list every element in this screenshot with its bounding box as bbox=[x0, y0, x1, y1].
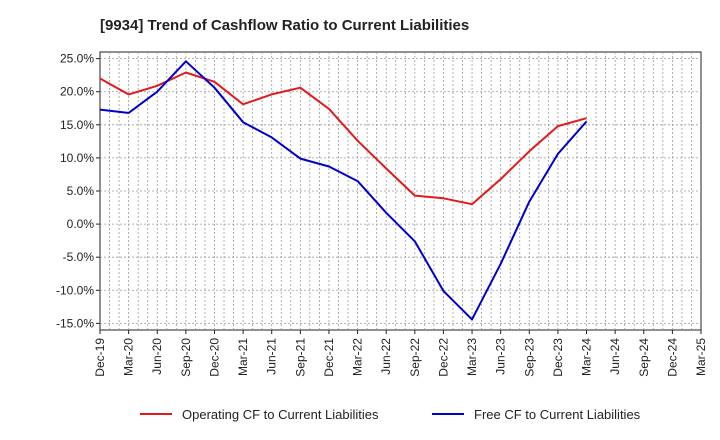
x-tick-label: Jun-23 bbox=[494, 338, 508, 375]
grid-lines bbox=[100, 52, 701, 330]
x-tick-label: Sep-20 bbox=[179, 338, 193, 377]
x-tick-label: Mar-22 bbox=[351, 338, 365, 376]
y-axis: 25.0% 20.0% 15.0% 10.0% 5.0% 0.0% -5.0% -10.0% -… bbox=[56, 52, 100, 330]
x-tick-label: Dec-22 bbox=[436, 338, 450, 377]
x-tick-label: Jun-24 bbox=[608, 338, 622, 375]
x-tick-label: Dec-20 bbox=[207, 338, 221, 377]
y-tick-label: 5.0% bbox=[67, 184, 95, 198]
x-tick-label: Sep-22 bbox=[408, 338, 422, 377]
x-tick-label: Sep-21 bbox=[293, 338, 307, 377]
x-tick-label: Jun-20 bbox=[150, 338, 164, 375]
y-tick-label: -5.0% bbox=[63, 250, 95, 264]
y-tick-label: -15.0% bbox=[56, 316, 94, 330]
x-tick-label: Jun-21 bbox=[265, 338, 279, 375]
x-tick-label: Dec-21 bbox=[322, 338, 336, 377]
x-tick-label: Dec-23 bbox=[551, 338, 565, 377]
legend-label: Operating CF to Current Liabilities bbox=[182, 407, 379, 422]
y-tick-label: 15.0% bbox=[60, 118, 94, 132]
x-tick-label: Sep-24 bbox=[637, 338, 651, 377]
series-line-operating-cf bbox=[99, 71, 587, 206]
legend-label: Free CF to Current Liabilities bbox=[474, 407, 641, 422]
x-tick-label: Dec-19 bbox=[93, 338, 107, 377]
series-layer bbox=[99, 60, 588, 321]
x-tick-label: Mar-20 bbox=[122, 338, 136, 376]
x-axis: Dec-19 Mar-20 Jun-20 Sep-20 Dec-20 Mar-21 Jun-… bbox=[93, 330, 708, 377]
y-tick-label: 20.0% bbox=[60, 85, 94, 99]
legend: Operating CF to Current Liabilities Free … bbox=[140, 407, 641, 422]
x-tick-label: Dec-24 bbox=[665, 338, 679, 377]
y-tick-label: 25.0% bbox=[60, 52, 94, 66]
x-tick-label: Mar-24 bbox=[580, 338, 594, 376]
chart-title: [9934] Trend of Cashflow Ratio to Curren… bbox=[100, 17, 469, 34]
y-tick-label: 10.0% bbox=[60, 151, 94, 165]
x-tick-label: Sep-23 bbox=[522, 338, 536, 377]
x-tick-label: Mar-25 bbox=[694, 338, 708, 376]
x-tick-label: Mar-21 bbox=[236, 338, 250, 376]
x-tick-label: Mar-23 bbox=[465, 338, 479, 376]
y-tick-label: 0.0% bbox=[67, 217, 95, 231]
y-tick-label: -10.0% bbox=[56, 283, 94, 297]
x-tick-label: Jun-22 bbox=[379, 338, 393, 375]
series-line-free-cf bbox=[99, 60, 588, 321]
